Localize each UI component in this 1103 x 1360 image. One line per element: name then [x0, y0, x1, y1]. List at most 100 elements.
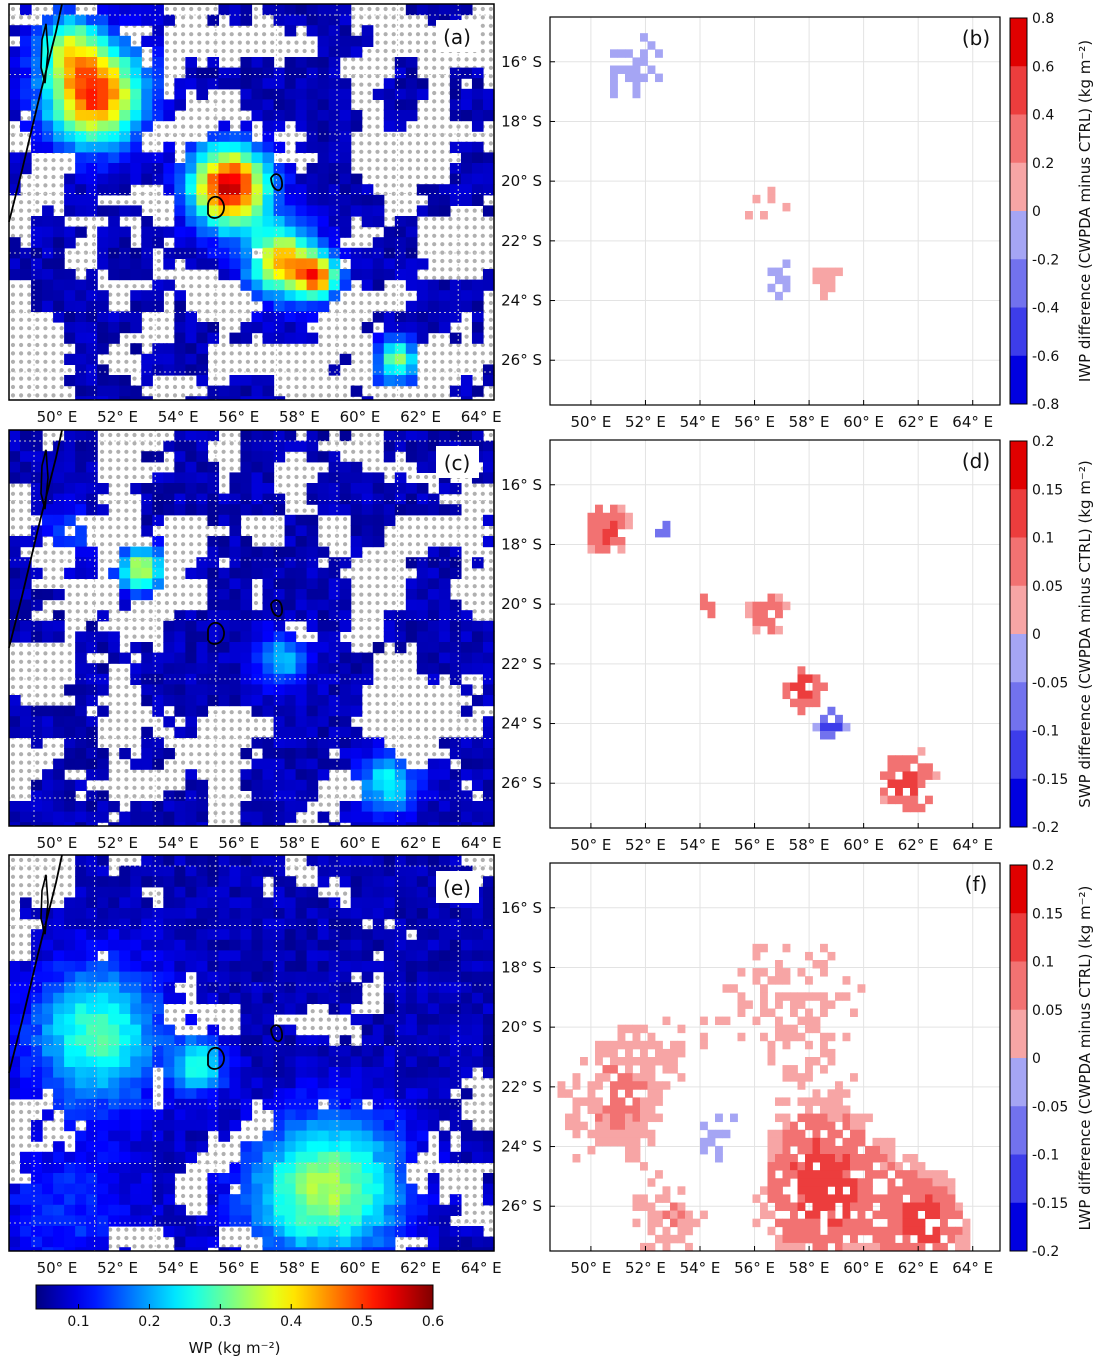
heat-cell	[295, 716, 308, 728]
heat-cell	[53, 483, 65, 495]
difference-cell	[610, 1040, 618, 1050]
heat-cell	[416, 950, 429, 962]
heat-cell	[471, 961, 484, 973]
difference-cell	[572, 1097, 581, 1106]
heat-cell	[295, 1120, 308, 1132]
heat-cell	[449, 78, 462, 90]
heat-cell	[460, 758, 473, 770]
heat-cell	[295, 971, 308, 983]
heat-cell	[251, 663, 264, 675]
heat-cell	[449, 88, 462, 100]
heat-cell	[317, 1226, 330, 1238]
difference-cell	[737, 1032, 746, 1042]
difference-cell	[767, 1137, 776, 1147]
difference-cell	[625, 1129, 633, 1139]
heat-cell	[196, 1215, 209, 1227]
heat-cell	[460, 4, 473, 16]
heat-cell	[449, 918, 462, 930]
heat-cell	[185, 567, 197, 579]
heat-cell	[64, 1045, 76, 1057]
heat-cell	[438, 1088, 451, 1100]
heat-cell	[460, 110, 473, 122]
difference-cell	[940, 1178, 948, 1187]
heat-cell	[196, 801, 209, 813]
heat-cell	[306, 131, 319, 143]
heat-cell	[251, 216, 264, 228]
heat-cell	[152, 343, 164, 355]
heat-cell	[306, 908, 319, 920]
heat-cell	[383, 1130, 396, 1142]
difference-cell	[805, 690, 813, 700]
heat-cell	[306, 440, 319, 452]
heat-cell	[86, 726, 98, 738]
heat-cell	[108, 1194, 120, 1206]
heat-cell	[130, 1130, 142, 1142]
difference-cell	[775, 1000, 783, 1009]
heat-cell	[64, 1204, 76, 1216]
difference-cell	[820, 1194, 828, 1203]
heat-cell	[163, 652, 175, 664]
difference-cell	[760, 211, 768, 220]
difference-cell	[557, 1089, 566, 1098]
heat-cell	[295, 1226, 308, 1238]
difference-cell	[632, 1129, 641, 1139]
heat-cell	[306, 14, 319, 26]
heat-cell	[306, 992, 319, 1004]
heat-cell	[196, 918, 209, 930]
heat-cell	[416, 1088, 429, 1100]
heat-cell	[174, 1162, 186, 1174]
heat-cell	[427, 1035, 440, 1047]
difference-cell	[632, 1121, 641, 1131]
heat-cell	[339, 971, 352, 983]
heat-cell	[372, 865, 385, 877]
difference-cell	[782, 968, 791, 977]
heat-cell	[130, 1204, 142, 1216]
heat-cell	[163, 684, 175, 696]
heat-cell	[196, 610, 209, 622]
heat-cell	[328, 822, 341, 826]
heat-cell	[328, 194, 341, 206]
heat-cell	[141, 163, 153, 175]
heat-cell	[416, 440, 429, 452]
heat-cell	[163, 631, 175, 643]
heat-cell	[64, 1035, 76, 1047]
heat-cell	[64, 1151, 76, 1163]
difference-cell	[602, 528, 611, 538]
heat-cell	[240, 4, 253, 16]
heat-cell	[185, 1151, 197, 1163]
heat-cell	[229, 269, 242, 281]
difference-cell	[820, 992, 828, 1001]
difference-cell	[902, 755, 911, 764]
heat-cell	[306, 918, 319, 930]
heat-cell	[174, 652, 186, 664]
difference-cell	[835, 1129, 843, 1139]
heat-cell	[108, 1014, 120, 1026]
heat-cell	[306, 99, 319, 111]
heat-cell	[185, 886, 197, 898]
difference-cell	[752, 943, 761, 953]
heat-cell	[383, 322, 396, 334]
heat-cell	[9, 430, 21, 442]
heat-cell	[86, 1151, 98, 1163]
heat-cell	[306, 1204, 319, 1216]
heat-cell	[196, 790, 209, 802]
heat-cell	[64, 237, 76, 249]
heat-cell	[240, 663, 253, 675]
heat-cell	[273, 1215, 286, 1227]
heat-cell	[262, 110, 275, 122]
heat-cell	[262, 483, 275, 495]
heat-cell	[97, 1088, 109, 1100]
heat-cell	[97, 131, 109, 143]
difference-cell	[767, 1154, 776, 1163]
difference-cell	[587, 1145, 596, 1155]
heat-cell	[273, 918, 286, 930]
heat-cell	[460, 1003, 473, 1015]
heat-cell	[119, 748, 131, 760]
heat-cell	[174, 461, 186, 473]
heat-cell	[284, 184, 297, 196]
heat-cell	[163, 173, 175, 185]
heat-cell	[240, 961, 253, 973]
heat-cell	[372, 801, 385, 813]
heat-cell	[31, 801, 43, 813]
difference-cell	[790, 992, 798, 1001]
